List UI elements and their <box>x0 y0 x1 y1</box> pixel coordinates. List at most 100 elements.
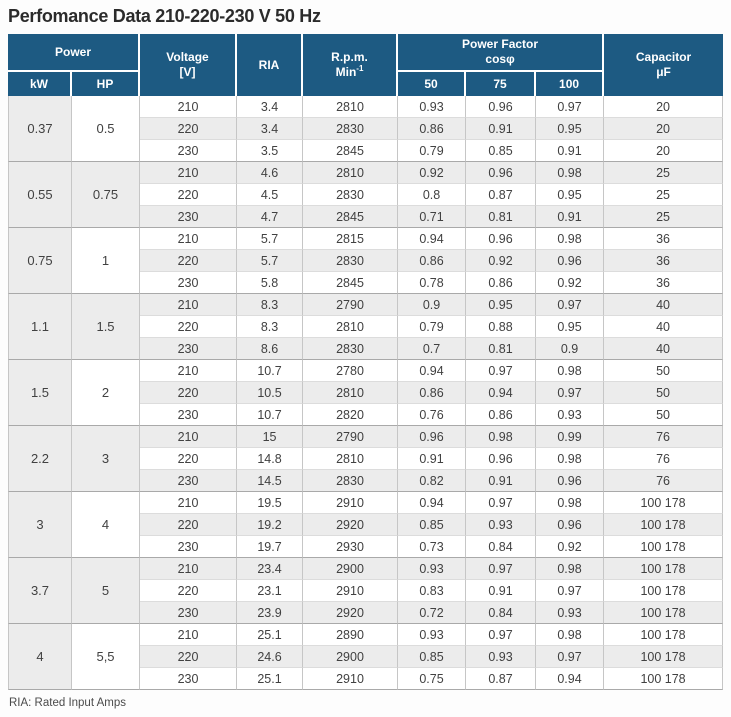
pf75-cell: 0.93 <box>466 646 537 668</box>
capacitor-cell: 100 178 <box>604 580 724 602</box>
pf100-cell: 0.97 <box>536 96 605 118</box>
hp-cell: 1.5 <box>72 294 141 360</box>
rpm-cell: 2920 <box>303 602 399 624</box>
capacitor-cell: 100 178 <box>604 558 724 580</box>
ria-cell: 14.8 <box>237 448 304 470</box>
kw-cell: 3 <box>8 492 72 558</box>
pf50-cell: 0.92 <box>398 162 467 184</box>
capacitor-cell: 76 <box>604 470 724 492</box>
header-pf-75: 75 <box>466 72 537 96</box>
capacitor-cell: 100 178 <box>604 536 724 558</box>
pf100-cell: 0.9 <box>536 338 605 360</box>
pf50-cell: 0.73 <box>398 536 467 558</box>
table-row: 220 10.5 2810 0.86 0.94 0.97 50 <box>8 382 724 404</box>
pf75-cell: 0.97 <box>466 558 537 580</box>
pf75-cell: 0.98 <box>466 426 537 448</box>
table-row: 3.7 5 210 23.4 2900 0.93 0.97 0.98 100 178 <box>8 558 724 624</box>
pf75-cell: 0.96 <box>466 162 537 184</box>
pf50-cell: 0.75 <box>398 668 467 690</box>
rpm-cell: 2815 <box>303 228 399 250</box>
voltage-cell: 220 <box>140 580 238 602</box>
voltage-cell: 220 <box>140 646 238 668</box>
capacitor-cell: 100 178 <box>604 646 724 668</box>
pf50-cell: 0.86 <box>398 250 467 272</box>
pf75-cell: 0.94 <box>466 382 537 404</box>
capacitor-cell: 100 178 <box>604 514 724 536</box>
voltage-cell: 220 <box>140 514 238 536</box>
capacitor-cell: 100 178 <box>604 624 724 646</box>
header-power-factor: Power Factor cosφ <box>398 34 605 72</box>
pf50-cell: 0.79 <box>398 140 467 162</box>
pf100-cell: 0.91 <box>536 140 605 162</box>
capacitor-cell: 36 <box>604 272 724 294</box>
pf75-cell: 0.91 <box>466 470 537 492</box>
rpm-cell: 2780 <box>303 360 399 382</box>
rpm-cell: 2845 <box>303 272 399 294</box>
capacitor-cell: 25 <box>604 206 724 228</box>
ria-cell: 15 <box>237 426 304 448</box>
pf100-cell: 0.92 <box>536 272 605 294</box>
voltage-cell: 220 <box>140 118 238 140</box>
voltage-cell: 220 <box>140 382 238 404</box>
pf75-cell: 0.87 <box>466 668 537 690</box>
ria-cell: 24.6 <box>237 646 304 668</box>
table-row: 230 3.5 2845 0.79 0.85 0.91 20 <box>8 140 724 162</box>
pf100-cell: 0.98 <box>536 624 605 646</box>
rpm-cell: 2930 <box>303 536 399 558</box>
pf100-cell: 0.95 <box>536 118 605 140</box>
voltage-cell: 230 <box>140 668 238 690</box>
hp-cell: 4 <box>72 492 141 558</box>
kw-cell: 0.37 <box>8 96 72 162</box>
rpm-cell: 2830 <box>303 338 399 360</box>
voltage-cell: 210 <box>140 624 238 646</box>
header-ria: RIA <box>237 34 304 96</box>
rpm-cell: 2820 <box>303 404 399 426</box>
pf75-cell: 0.97 <box>466 360 537 382</box>
pf100-cell: 0.97 <box>536 294 605 316</box>
voltage-cell: 230 <box>140 404 238 426</box>
table-row: 4 5,5 210 25.1 2890 0.93 0.97 0.98 100 178 <box>8 624 724 690</box>
pf75-cell: 0.92 <box>466 250 537 272</box>
table-row: 1.1 1.5 210 8.3 2790 0.9 0.95 0.97 40 <box>8 294 724 360</box>
capacitor-cell: 40 <box>604 294 724 316</box>
table-row: 230 19.7 2930 0.73 0.84 0.92 100 178 <box>8 536 724 558</box>
table-row: 230 4.7 2845 0.71 0.81 0.91 25 <box>8 206 724 228</box>
pf100-cell: 0.97 <box>536 646 605 668</box>
hp-cell: 2 <box>72 360 141 426</box>
pf50-cell: 0.93 <box>398 96 467 118</box>
pf100-cell: 0.98 <box>536 558 605 580</box>
pf100-cell: 0.95 <box>536 184 605 206</box>
pf50-cell: 0.93 <box>398 624 467 646</box>
table-row: 230 14.5 2830 0.82 0.91 0.96 76 <box>8 470 724 492</box>
voltage-cell: 230 <box>140 140 238 162</box>
pf50-cell: 0.94 <box>398 360 467 382</box>
pf75-cell: 0.97 <box>466 624 537 646</box>
performance-data-table: Power Voltage [V] RIA R.p.m. Min-1 Power F… <box>8 34 724 690</box>
rpm-cell: 2830 <box>303 250 399 272</box>
voltage-cell: 230 <box>140 536 238 558</box>
kw-cell: 0.75 <box>8 228 72 294</box>
pf100-cell: 0.92 <box>536 536 605 558</box>
ria-cell: 23.4 <box>237 558 304 580</box>
pf75-cell: 0.84 <box>466 602 537 624</box>
ria-cell: 23.1 <box>237 580 304 602</box>
ria-cell: 3.4 <box>237 118 304 140</box>
table-header: Power Voltage [V] RIA R.p.m. Min-1 Power F… <box>8 34 724 96</box>
pf50-cell: 0.91 <box>398 448 467 470</box>
pf75-cell: 0.84 <box>466 536 537 558</box>
voltage-cell: 210 <box>140 492 238 514</box>
voltage-cell: 210 <box>140 294 238 316</box>
capacitor-cell: 76 <box>604 426 724 448</box>
pf100-cell: 0.97 <box>536 580 605 602</box>
capacitor-cell: 36 <box>604 228 724 250</box>
table-row: 220 14.8 2810 0.91 0.96 0.98 76 <box>8 448 724 470</box>
header-rpm-line2: Min <box>335 65 357 79</box>
table-row: 220 3.4 2830 0.86 0.91 0.95 20 <box>8 118 724 140</box>
capacitor-cell: 100 178 <box>604 492 724 514</box>
header-voltage: Voltage [V] <box>140 34 238 96</box>
hp-cell: 5,5 <box>72 624 141 690</box>
voltage-cell: 210 <box>140 426 238 448</box>
rpm-cell: 2890 <box>303 624 399 646</box>
capacitor-cell: 76 <box>604 448 724 470</box>
capacitor-cell: 50 <box>604 382 724 404</box>
